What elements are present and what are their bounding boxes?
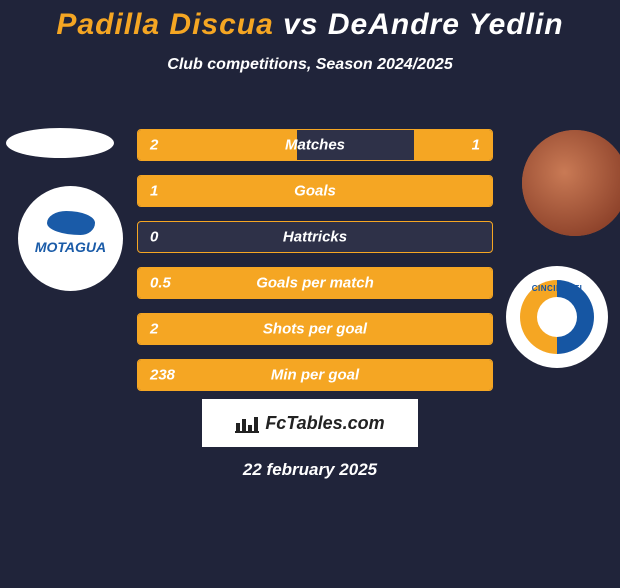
stat-row: 1 Goals — [137, 175, 493, 207]
brand-logo: FcTables.com — [202, 399, 418, 447]
stat-value-right: 1 — [472, 137, 480, 154]
stat-value-left: 2 — [150, 137, 158, 154]
club-badge-shape: CINCINNATI — [520, 280, 594, 354]
stat-value-left: 0 — [150, 229, 158, 246]
player1-name: Padilla Discua — [56, 8, 273, 41]
stat-value-left: 1 — [150, 183, 158, 200]
stat-row: 2 1 Matches — [137, 129, 493, 161]
stat-label: Matches — [285, 137, 345, 154]
stat-row: 2 Shots per goal — [137, 313, 493, 345]
stat-value-left: 0.5 — [150, 275, 171, 292]
brand-text: FcTables.com — [265, 413, 384, 434]
stat-value-left: 2 — [150, 321, 158, 338]
stat-row: 0.5 Goals per match — [137, 267, 493, 299]
stat-row: 238 Min per goal — [137, 359, 493, 391]
date-text: 22 february 2025 — [243, 460, 377, 480]
stat-label: Goals per match — [256, 275, 374, 292]
stat-label: Hattricks — [283, 229, 347, 246]
player2-club-badge: CINCINNATI — [506, 266, 608, 368]
player2-avatar — [522, 130, 620, 236]
stat-row: 0 Hattricks — [137, 221, 493, 253]
subtitle: Club competitions, Season 2024/2025 — [0, 56, 620, 74]
player2-name: DeAndre Yedlin — [328, 8, 564, 41]
stat-bar-left — [138, 130, 297, 160]
stat-label: Goals — [294, 183, 336, 200]
vs-label: vs — [283, 8, 318, 41]
player1-avatar — [6, 128, 114, 158]
comparison-chart: 2 1 Matches 1 Goals 0 Hattricks 0.5 Goals per ma… — [137, 129, 493, 405]
stat-value-left: 238 — [150, 367, 175, 384]
player1-club-badge: MOTAGUA — [18, 186, 123, 291]
player2-club-name: CINCINNATI — [532, 284, 583, 293]
stat-label: Shots per goal — [263, 321, 367, 338]
club-badge-shape — [47, 211, 95, 235]
player1-club-name: MOTAGUA — [35, 239, 106, 255]
bar-chart-icon — [235, 413, 259, 433]
stat-bar-right — [414, 130, 492, 160]
stat-label: Min per goal — [271, 367, 359, 384]
page-title: Padilla Discua vs DeAndre Yedlin — [0, 8, 620, 42]
